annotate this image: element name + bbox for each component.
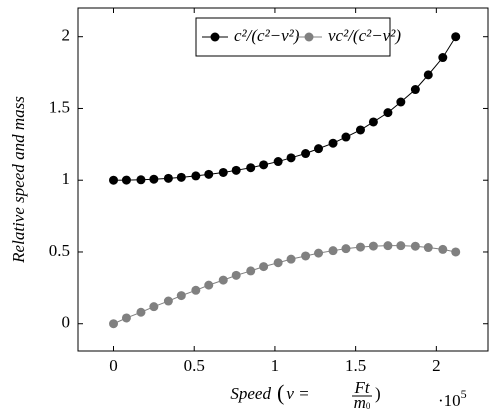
data-point bbox=[423, 243, 433, 253]
data-point bbox=[191, 285, 201, 295]
data-point bbox=[301, 149, 311, 159]
data-point bbox=[286, 254, 296, 264]
data-point bbox=[383, 108, 393, 118]
data-point bbox=[163, 173, 173, 183]
data-point bbox=[191, 171, 201, 181]
data-point bbox=[231, 270, 241, 280]
data-point bbox=[121, 175, 131, 185]
legend-label: c²/(c²−v²) bbox=[234, 26, 300, 45]
y-tick-label: 1 bbox=[62, 169, 71, 188]
data-point bbox=[410, 85, 420, 95]
data-point bbox=[341, 132, 351, 142]
data-point bbox=[273, 258, 283, 268]
data-point bbox=[314, 248, 324, 258]
x-tick-label: 0.5 bbox=[184, 356, 205, 375]
fraction-den: m0 bbox=[354, 393, 371, 412]
data-point bbox=[204, 280, 214, 290]
data-point bbox=[438, 244, 448, 254]
legend-swatch-dot bbox=[304, 32, 314, 42]
data-point bbox=[109, 319, 119, 329]
data-point bbox=[328, 138, 338, 148]
y-axis-label: Relative speed and mass bbox=[9, 96, 28, 264]
y-tick-label: 0.5 bbox=[49, 241, 70, 260]
data-point bbox=[121, 313, 131, 323]
y-tick-label: 0 bbox=[62, 313, 71, 332]
x-multiplier: ·105 bbox=[438, 387, 467, 410]
fraction-num: Ft bbox=[353, 378, 370, 397]
data-point bbox=[218, 275, 228, 285]
x-tick-label: 1.5 bbox=[345, 356, 366, 375]
legend-swatch-dot bbox=[210, 32, 220, 42]
den-base: m bbox=[354, 393, 366, 412]
data-point bbox=[136, 175, 146, 185]
data-point bbox=[163, 296, 173, 306]
paren: ) bbox=[375, 384, 381, 403]
data-point bbox=[368, 241, 378, 251]
data-point bbox=[396, 97, 406, 107]
data-point bbox=[355, 242, 365, 252]
paren: ( bbox=[277, 380, 284, 405]
data-point bbox=[410, 241, 420, 251]
data-point bbox=[451, 32, 461, 42]
data-point bbox=[423, 70, 433, 80]
x-axis-label: Speed (v = bbox=[230, 380, 309, 405]
data-point bbox=[314, 144, 324, 154]
data-point bbox=[149, 174, 159, 184]
x-label-lhs: v = bbox=[286, 384, 309, 403]
legend-label: vc²/(c²−v²) bbox=[328, 26, 401, 45]
data-point bbox=[368, 117, 378, 127]
data-point bbox=[286, 153, 296, 163]
x-tick-label: 2 bbox=[432, 356, 441, 375]
data-point bbox=[246, 163, 256, 173]
data-point bbox=[109, 175, 119, 185]
y-tick-label: 1.5 bbox=[49, 97, 70, 116]
data-point bbox=[383, 241, 393, 251]
data-point bbox=[136, 307, 146, 317]
data-point bbox=[176, 291, 186, 301]
data-point bbox=[259, 160, 269, 170]
multiplier-base: ·10 bbox=[438, 391, 461, 410]
data-point bbox=[176, 172, 186, 182]
data-point bbox=[328, 246, 338, 256]
data-point bbox=[259, 262, 269, 272]
den-sub: 0 bbox=[366, 401, 371, 411]
series-line bbox=[113, 36, 457, 181]
data-point bbox=[204, 169, 214, 179]
x-tick-label: 1 bbox=[271, 356, 280, 375]
data-point bbox=[231, 165, 241, 175]
x-tick-label: 0 bbox=[109, 356, 118, 375]
legend-box bbox=[195, 17, 391, 57]
data-point bbox=[355, 125, 365, 135]
data-point bbox=[438, 53, 448, 63]
data-point bbox=[341, 244, 351, 254]
data-point bbox=[301, 251, 311, 261]
multiplier-exp: 5 bbox=[461, 387, 467, 401]
data-point bbox=[273, 157, 283, 167]
data-point bbox=[246, 266, 256, 276]
legend: c²/(c²−v²) vc²/(c²−v²) bbox=[195, 17, 401, 57]
data-point bbox=[218, 167, 228, 177]
plot-frame bbox=[77, 7, 489, 352]
data-point bbox=[396, 241, 406, 251]
data-point bbox=[149, 302, 159, 312]
data-point bbox=[451, 247, 461, 257]
x-label-text: Speed bbox=[230, 384, 271, 403]
series-line bbox=[113, 245, 456, 325]
y-tick-label: 2 bbox=[62, 26, 71, 45]
